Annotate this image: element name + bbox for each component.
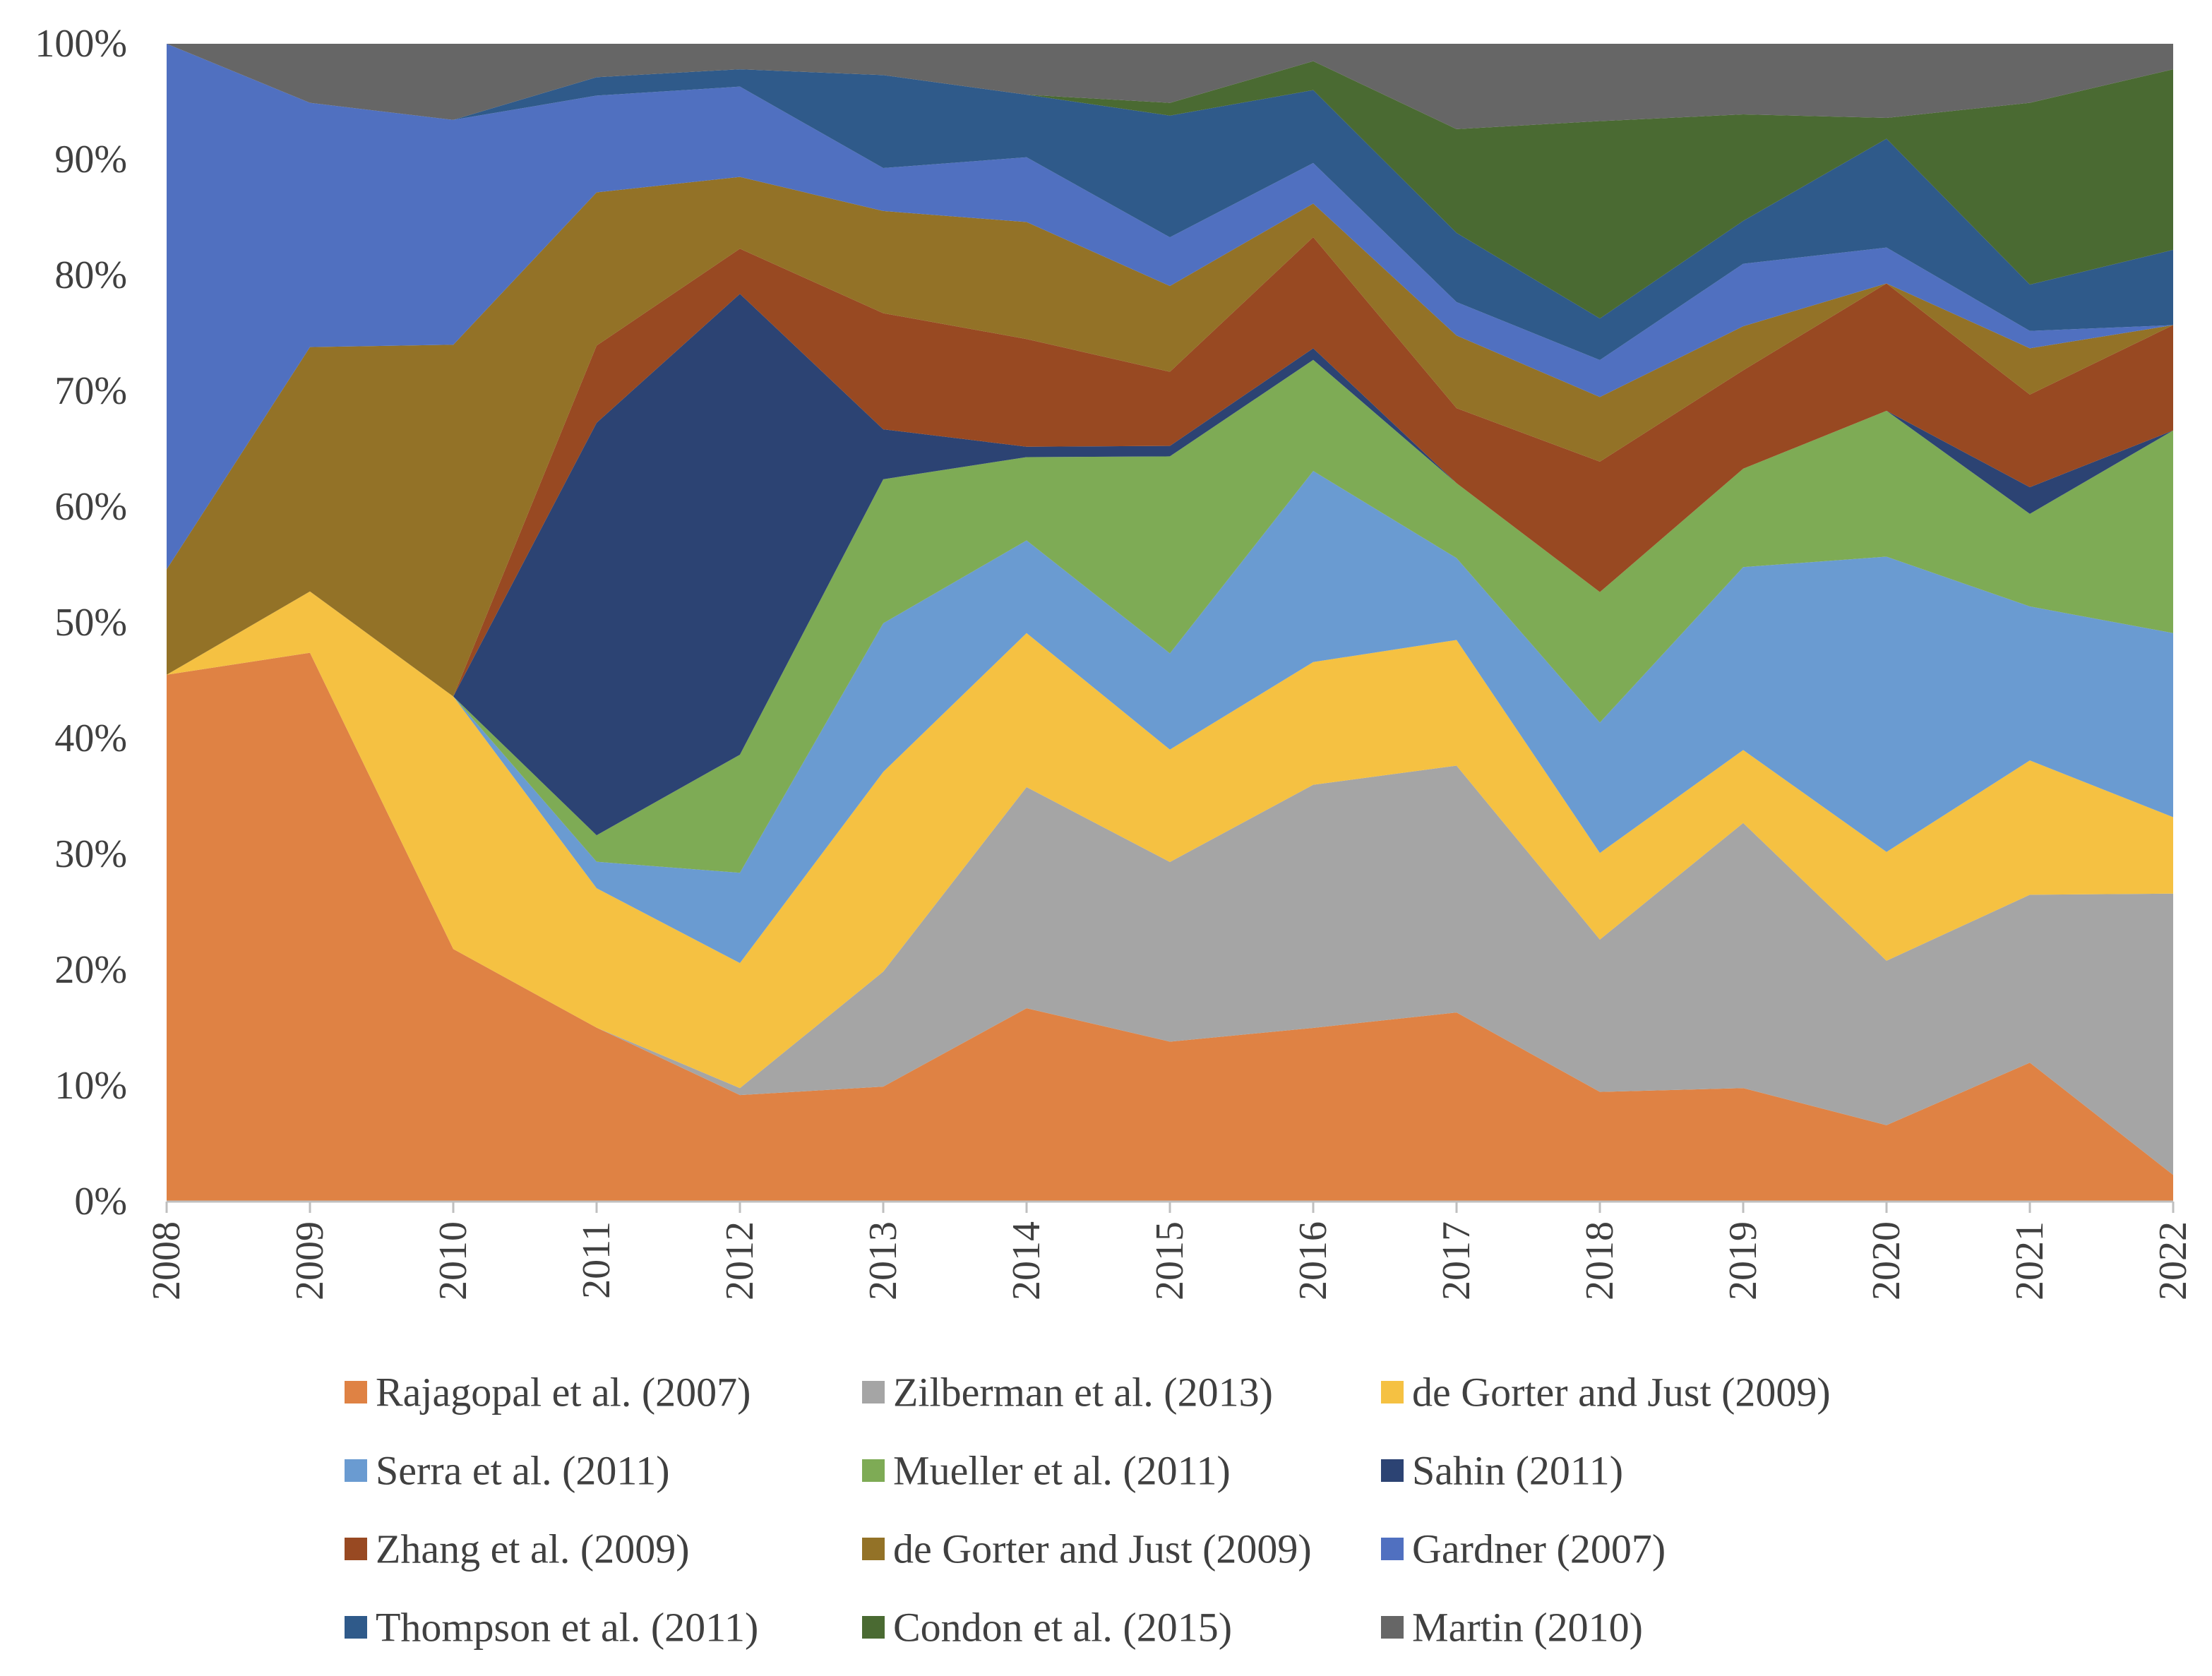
y-tick-label: 80% [54, 253, 127, 297]
legend-label: Martin (2010) [1412, 1605, 1643, 1651]
area-thompson-et-al-2011-9 [167, 44, 2173, 361]
legend-label: Condon et al. (2015) [893, 1605, 1232, 1651]
x-tick-label: 2010 [431, 1221, 475, 1300]
legend-entry: Sahin (2011) [1381, 1448, 1623, 1494]
y-tick-label: 10% [54, 1064, 127, 1108]
y-tick-label: 0% [74, 1180, 127, 1223]
y-tick-label: 90% [54, 138, 127, 181]
area-gardner-2007-8 [167, 44, 2173, 570]
legend-swatch [862, 1381, 885, 1403]
x-tick-label: 2016 [1291, 1221, 1335, 1300]
y-tick-label: 60% [54, 485, 127, 529]
legend-entry: Zhang et al. (2009) [345, 1526, 690, 1572]
y-tick-label: 20% [54, 948, 127, 992]
legend-entry: Thompson et al. (2011) [345, 1605, 758, 1651]
legend-entry: Martin (2010) [1381, 1605, 1643, 1651]
legend-label: Rajagopal et al. (2007) [376, 1370, 751, 1415]
legend-swatch [1381, 1381, 1404, 1403]
legend-entry: Zilberman et al. (2013) [862, 1370, 1273, 1415]
y-tick-label: 70% [54, 369, 127, 413]
area-condon-et-al-2015-10 [167, 44, 2173, 319]
legend-label: de Gorter and Just (2009) [893, 1526, 1312, 1572]
legend-entry: de Gorter and Just (2009) [1381, 1370, 1831, 1415]
legend-label: Sahin (2011) [1412, 1448, 1623, 1494]
area-sahin-2011-5 [167, 294, 2173, 836]
area-rajagopal-et-al-2007-0 [167, 652, 2173, 1202]
legend-label: Mueller et al. (2011) [893, 1448, 1231, 1494]
x-tick-label: 2022 [2151, 1221, 2195, 1300]
legend-swatch [345, 1459, 367, 1482]
legend: Rajagopal et al. (2007) Zilberman et al. … [345, 1370, 1831, 1651]
x-tick-label: 2021 [2008, 1221, 2052, 1300]
x-tick-label: 2018 [1578, 1221, 1622, 1300]
area-layer [167, 44, 2173, 1202]
legend-entry: Rajagopal et al. (2007) [345, 1370, 751, 1415]
y-tick-label: 30% [54, 832, 127, 876]
legend-entry: de Gorter and Just (2009) [862, 1526, 1312, 1572]
area-serra-et-al-2011-3 [167, 471, 2173, 964]
area-zhang-et-al-2009-6 [167, 237, 2173, 697]
legend-label: Gardner (2007) [1412, 1526, 1666, 1572]
x-tick-label: 2015 [1148, 1221, 1192, 1300]
x-tick-label: 2013 [861, 1221, 905, 1300]
legend-label: Zhang et al. (2009) [376, 1526, 690, 1572]
legend-entry: Mueller et al. (2011) [862, 1448, 1231, 1494]
legend-swatch [1381, 1459, 1404, 1482]
x-tick-label: 2019 [1721, 1221, 1765, 1300]
y-tick-label: 50% [54, 601, 127, 645]
legend-swatch [345, 1381, 367, 1403]
x-tick-label: 2020 [1865, 1221, 1908, 1300]
x-tick-label: 2017 [1435, 1221, 1478, 1300]
x-tick-label: 2009 [288, 1221, 332, 1300]
x-tick-label: 2008 [145, 1221, 189, 1300]
legend-label: Zilberman et al. (2013) [893, 1370, 1273, 1415]
legend-swatch [862, 1616, 885, 1639]
axes-layer: 2008 2009 2010 2011 2012 2013 2014 2015 2016 2017… [35, 22, 2195, 1300]
legend-entry: Gardner (2007) [1381, 1526, 1666, 1572]
y-tick-label: 40% [54, 717, 127, 760]
x-tick-label: 2014 [1005, 1221, 1048, 1300]
y-tick-label: 100% [35, 22, 127, 66]
area-martin-2010-11 [167, 44, 2173, 129]
legend-swatch [345, 1538, 367, 1560]
legend-label: Thompson et al. (2011) [376, 1605, 758, 1651]
legend-label: de Gorter and Just (2009) [1412, 1370, 1831, 1415]
legend-swatch [1381, 1616, 1404, 1639]
legend-entry: Condon et al. (2015) [862, 1605, 1232, 1651]
x-tick-label: 2011 [575, 1221, 618, 1299]
area-mueller-et-al-2011-4 [167, 359, 2173, 873]
legend-label: Serra et al. (2011) [376, 1448, 670, 1494]
legend-entry: Serra et al. (2011) [345, 1448, 670, 1494]
legend-swatch [1381, 1538, 1404, 1560]
legend-swatch [862, 1538, 885, 1560]
legend-swatch [862, 1459, 885, 1482]
legend-swatch [345, 1616, 367, 1639]
x-tick-label: 2012 [718, 1221, 762, 1300]
area-de-gorter-and-just-2009-2 [167, 591, 2173, 1089]
area-zilberman-et-al-2013-1 [167, 652, 2173, 1175]
